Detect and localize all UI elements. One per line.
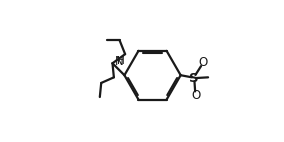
Text: O: O	[199, 57, 208, 69]
Text: N: N	[115, 55, 124, 68]
Text: O: O	[191, 89, 201, 102]
Text: H: H	[117, 56, 125, 66]
Text: S: S	[189, 72, 199, 84]
